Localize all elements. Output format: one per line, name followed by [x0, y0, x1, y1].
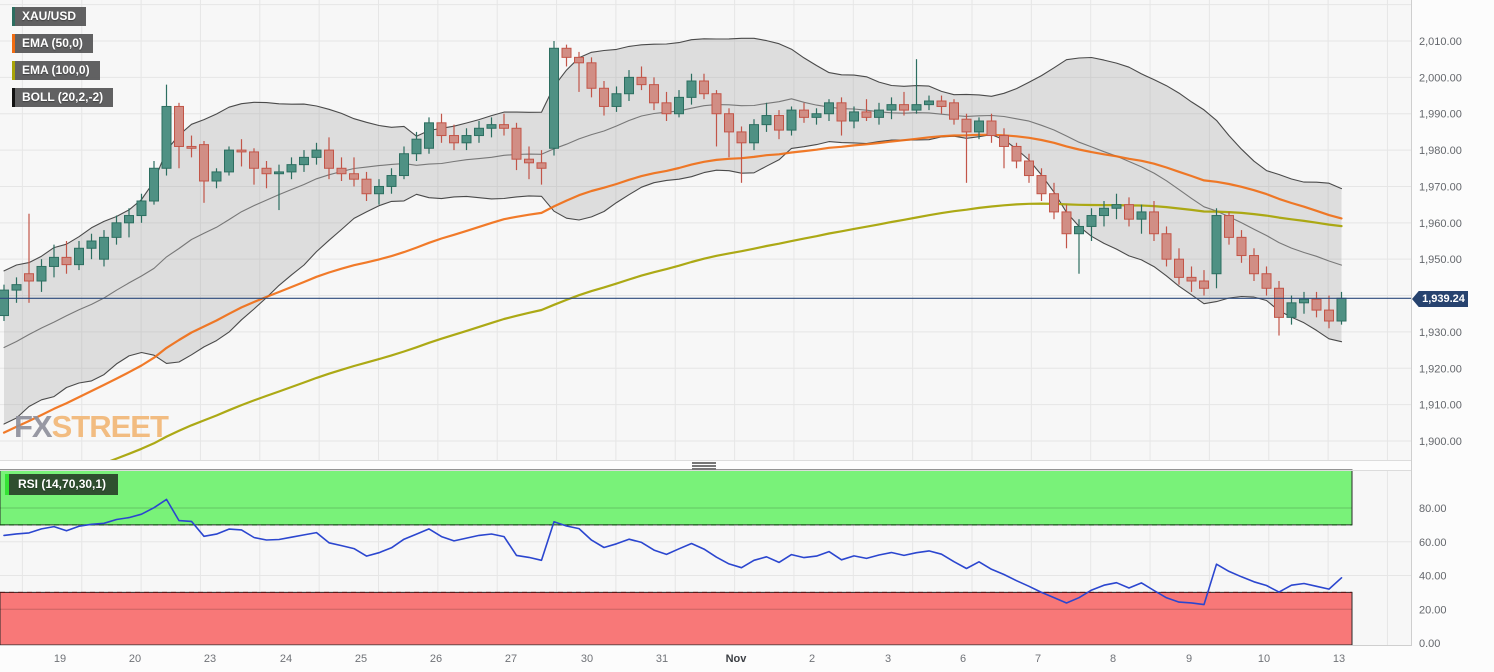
- rsi-tick-label: 60.00: [1419, 537, 1447, 549]
- boll-chip[interactable]: BOLL (20,2,-2): [12, 88, 114, 107]
- bollinger-upper: [3, 37, 1343, 272]
- pane-resize-grip[interactable]: [692, 462, 716, 470]
- price-tick-label: 1,950.00: [1419, 254, 1462, 266]
- date-tick-label: 9: [1186, 653, 1192, 665]
- date-tick-label: 24: [280, 653, 292, 665]
- rsi-chip[interactable]: RSI (14,70,30,1): [5, 474, 119, 495]
- rsi-tick-label: 80.00: [1419, 503, 1447, 515]
- rsi-tick-label: 20.00: [1419, 604, 1447, 616]
- date-tick-label: 10: [1258, 653, 1270, 665]
- ema50-line: [2, 133, 1343, 434]
- main-pane[interactable]: [0, 37, 1347, 499]
- ema100-chip[interactable]: EMA (100,0): [12, 61, 100, 80]
- rsi-pane[interactable]: [0, 469, 1353, 646]
- watermark-fx: FX: [14, 409, 53, 444]
- price-tick-label: 1,910.00: [1419, 400, 1462, 412]
- rsi-tick-label: 40.00: [1419, 571, 1447, 583]
- rsi-axis[interactable]: 80.00 60.00 40.00 20.00 0.00: [1419, 503, 1447, 650]
- price-tick-label: 2,000.00: [1419, 72, 1462, 84]
- price-tick-label: 1,970.00: [1419, 181, 1462, 193]
- rsi-line: [3, 498, 1343, 606]
- price-tick-label: 1,900.00: [1419, 436, 1462, 448]
- date-tick-label: 3: [885, 653, 891, 665]
- price-tick-label: 1,920.00: [1419, 363, 1462, 375]
- rsi-overbought-zone: [0, 469, 1353, 526]
- symbol-chip[interactable]: XAU/USD: [12, 7, 87, 26]
- date-tick-label: Nov: [726, 653, 748, 665]
- indicator-legend: XAU/USD EMA (50,0) EMA (100,0) BOLL (20,…: [12, 7, 114, 107]
- price-axis[interactable]: 2,010.00 2,000.00 1,990.00 1,980.00 1,970.00…: [1419, 36, 1462, 448]
- date-tick-label: 7: [1035, 653, 1041, 665]
- date-tick-label: 19: [54, 653, 66, 665]
- price-tick-label: 1,990.00: [1419, 109, 1462, 121]
- bollinger-lower: [3, 134, 1343, 425]
- last-price-badge: 1,939.24: [1412, 291, 1468, 307]
- date-tick-label: 13: [1333, 653, 1345, 665]
- ema50-chip[interactable]: EMA (50,0): [12, 34, 93, 53]
- time-axis[interactable]: 19 20 23 24 25 26 27 30 31 Nov 2 3 6 7 8 9 10 13: [54, 653, 1345, 665]
- date-tick-label: 2: [809, 653, 815, 665]
- fxstreet-watermark: FXSTREET: [14, 409, 169, 445]
- price-tick-label: 1,960.00: [1419, 218, 1462, 230]
- date-tick-label: 26: [430, 653, 442, 665]
- price-tick-label: 2,010.00: [1419, 36, 1462, 48]
- price-tick-label: 1,980.00: [1419, 145, 1462, 157]
- date-tick-label: 25: [355, 653, 367, 665]
- price-tick-label: 1,930.00: [1419, 327, 1462, 339]
- date-tick-label: 23: [204, 653, 216, 665]
- rsi-tick-label: 0.00: [1419, 638, 1440, 650]
- date-tick-label: 31: [656, 653, 668, 665]
- date-tick-label: 6: [960, 653, 966, 665]
- candles: [0, 41, 1347, 336]
- date-tick-label: 27: [505, 653, 517, 665]
- watermark-street: STREET: [51, 409, 169, 444]
- date-tick-label: 20: [129, 653, 141, 665]
- date-tick-label: 30: [581, 653, 593, 665]
- date-tick-label: 8: [1110, 653, 1116, 665]
- rsi-oversold-zone: [0, 591, 1353, 646]
